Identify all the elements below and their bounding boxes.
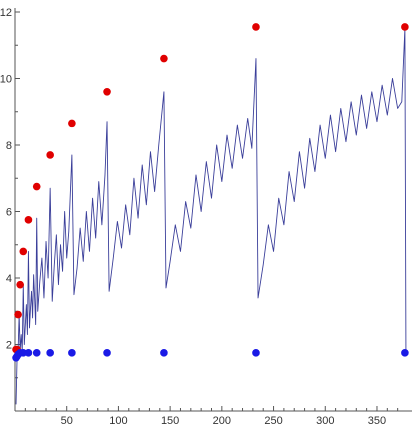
red-point	[252, 23, 260, 31]
red-point	[24, 216, 33, 224]
x-tick-label: 350	[368, 415, 386, 427]
blue-point	[401, 349, 409, 357]
red-point	[32, 182, 41, 191]
red-point	[16, 280, 24, 289]
red-point	[46, 151, 54, 159]
x-tick-label: 200	[213, 415, 231, 427]
series-layer	[15, 28, 407, 405]
x-tick-label: 250	[264, 415, 282, 427]
x-tick-label: 150	[161, 415, 179, 427]
y-tick-label: 10	[0, 74, 12, 86]
axes-layer: 2 4 6 8 10 12 50 100 150 200 250 300 350	[0, 7, 412, 427]
blue-point	[32, 349, 41, 357]
y-tick-label: 12	[0, 7, 12, 19]
red-point	[68, 119, 76, 128]
red-point	[401, 23, 409, 31]
x-tick-label: 300	[316, 415, 334, 427]
marker-layer	[12, 23, 409, 362]
red-point	[160, 54, 168, 63]
x-tick-label: 100	[109, 415, 127, 427]
blue-point	[68, 349, 76, 357]
red-point	[19, 247, 28, 256]
x-tick-label: 50	[61, 415, 73, 427]
y-tick-label: 6	[6, 207, 12, 219]
red-point	[14, 310, 22, 319]
blue-point	[160, 349, 168, 357]
y-tick-label: 4	[6, 273, 12, 285]
blue-point	[103, 349, 111, 357]
blue-point	[46, 349, 54, 357]
red-point	[103, 88, 111, 96]
y-tick-label: 2	[6, 340, 12, 352]
blue-point	[252, 349, 260, 357]
blue-point	[24, 349, 33, 357]
y-tick-label: 8	[6, 140, 12, 152]
series-line	[15, 28, 407, 405]
